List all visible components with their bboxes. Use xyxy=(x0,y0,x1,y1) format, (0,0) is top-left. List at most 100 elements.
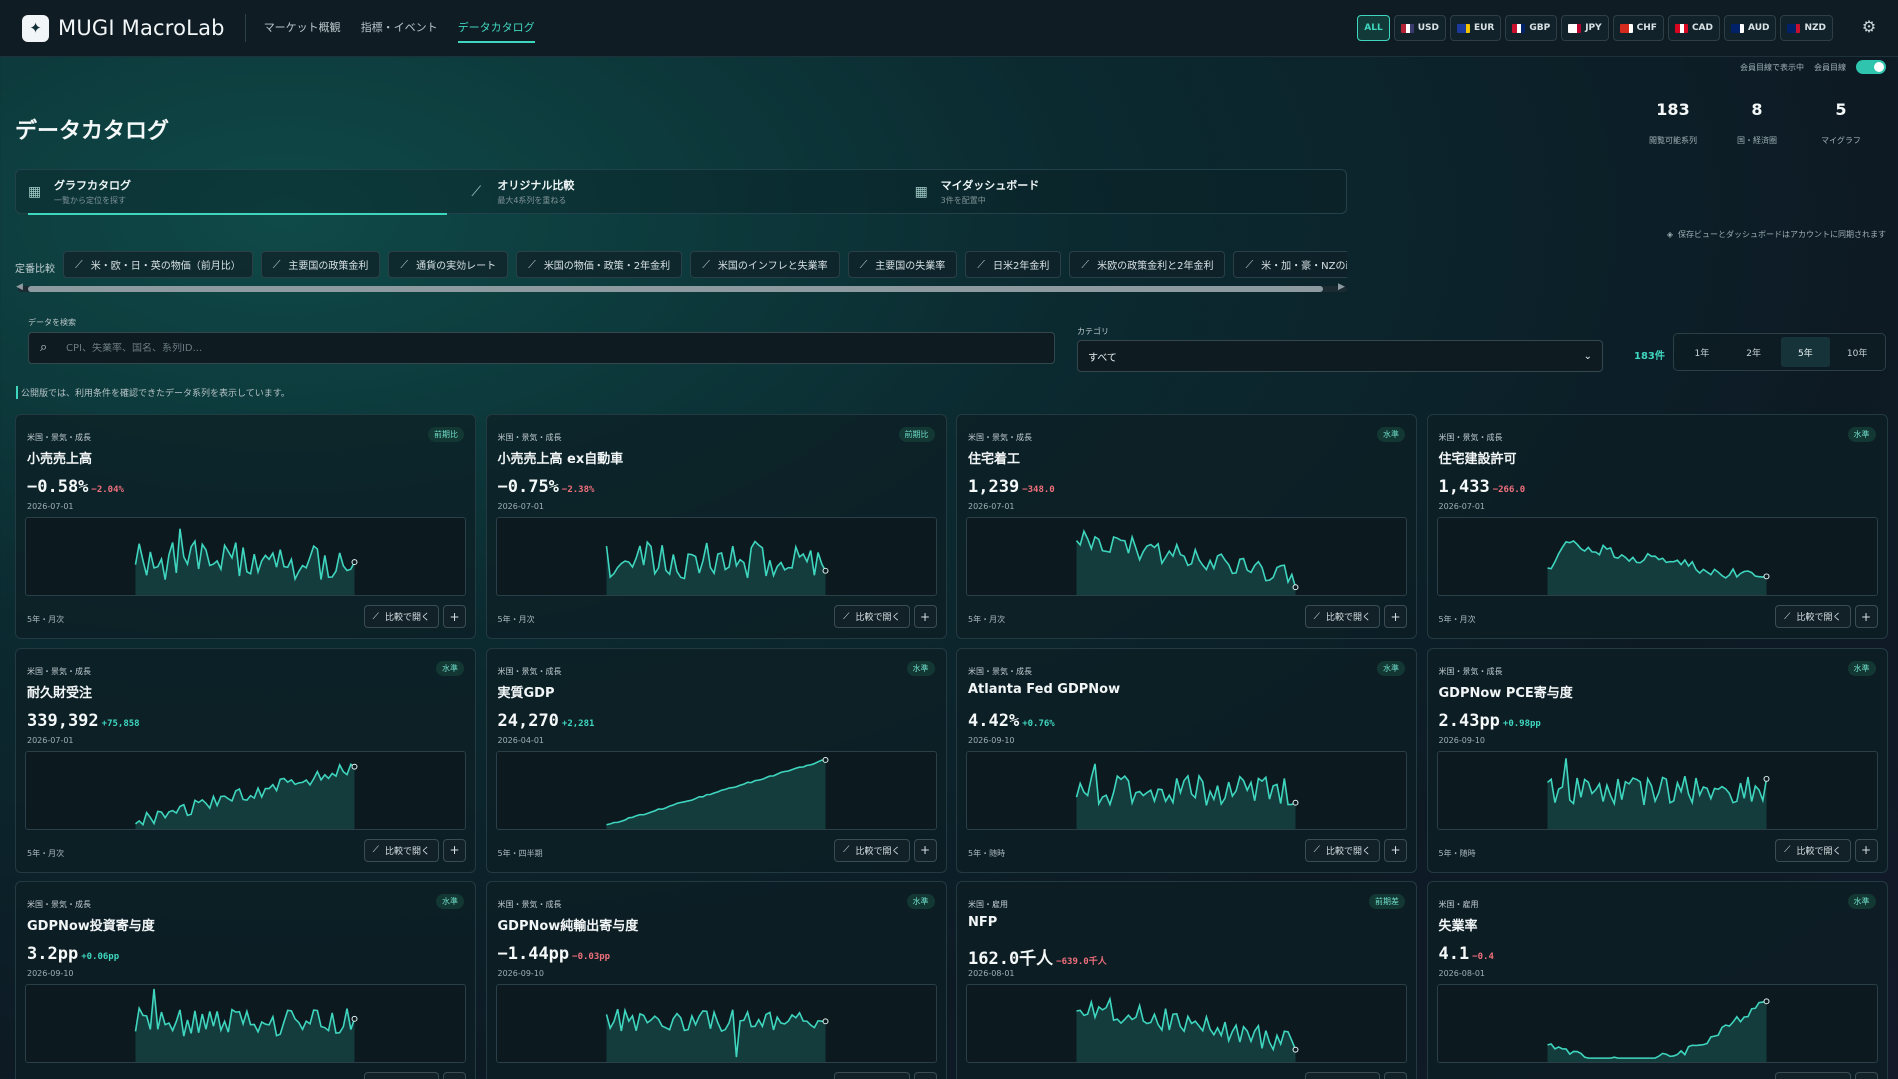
preset-chip[interactable]: ⟋ 主要国の政策金利 xyxy=(260,251,381,278)
sparkline-area xyxy=(1076,998,1296,1062)
preset-chip[interactable]: ⟋ 米国の物価・政策・2年金利 xyxy=(516,251,683,278)
presets-label: 定番比較 xyxy=(15,264,55,275)
search-input[interactable] xyxy=(66,342,1054,354)
currency-nzd-button[interactable]: NZD xyxy=(1780,15,1833,41)
open-compare-button[interactable]: ⟋比較で開く xyxy=(1304,1072,1380,1079)
series-card[interactable]: 米国・景気・成長 前期比 小売売上高 ex自動車 −0.75% −2.38% 2026-0… xyxy=(485,414,947,639)
currency-aud-button[interactable]: AUD xyxy=(1724,15,1777,41)
preset-chip[interactable]: ⟋ 米国のインフレと失業率 xyxy=(690,251,840,278)
add-button[interactable]: + xyxy=(1384,605,1407,628)
card-badge: 水準 xyxy=(436,894,464,909)
sparkline[interactable] xyxy=(25,750,466,830)
scrollbar-thumb[interactable] xyxy=(28,286,1323,292)
sparkline[interactable] xyxy=(966,984,1407,1063)
open-compare-button[interactable]: ⟋比較で開く xyxy=(834,1072,910,1079)
open-compare-button[interactable]: ⟋比較で開く xyxy=(834,605,910,628)
category-select[interactable]: すべて ⌄ xyxy=(1077,340,1603,372)
add-button[interactable]: + xyxy=(913,1072,937,1079)
tab-line-chart[interactable]: ⟋ オリジナル比較 最大4系列を重ねる xyxy=(459,170,902,213)
series-card[interactable]: 米国・景気・成長 水準 住宅建設許可 1,433 −266.0 2026-07-01 5年・… xyxy=(1426,414,1888,639)
scroll-left-icon[interactable]: ◀ xyxy=(16,282,23,292)
preset-scrollbar[interactable] xyxy=(18,286,1347,292)
open-compare-button[interactable]: ⟋比較で開く xyxy=(1304,605,1380,628)
add-button[interactable]: + xyxy=(443,605,466,628)
range-10年-button[interactable]: 10年 xyxy=(1846,348,1868,359)
preset-chip[interactable]: ⟋ 通貨の実効レート xyxy=(388,251,509,278)
sparkline[interactable] xyxy=(495,750,937,830)
card-category: 米国・景気・成長 xyxy=(968,433,1032,442)
add-button[interactable]: + xyxy=(443,1072,466,1079)
stat-number: 5 xyxy=(1835,100,1847,119)
open-compare-button[interactable]: ⟋比較で開く xyxy=(1304,838,1380,862)
currency-cad-button[interactable]: CAD xyxy=(1667,15,1720,41)
add-button[interactable]: + xyxy=(913,838,937,862)
currency-jpy-button[interactable]: JPY xyxy=(1561,15,1609,41)
member-view-toggle[interactable] xyxy=(1856,60,1886,74)
sparkline[interactable] xyxy=(25,984,466,1063)
sparkline-area xyxy=(606,759,826,829)
sparkline[interactable] xyxy=(966,517,1407,596)
preset-chip[interactable]: ⟋ 日米2年金利 xyxy=(965,251,1062,278)
sync-note-text: 保存ビューとダッシュボードはアカウントに同期されます xyxy=(1678,230,1886,239)
result-count: 183件 xyxy=(1634,351,1665,362)
currency-eur-button[interactable]: EUR xyxy=(1449,15,1502,41)
scroll-right-icon[interactable]: ▶ xyxy=(1338,282,1345,292)
nav-item[interactable]: データカタログ xyxy=(457,13,535,43)
tab-dashboard[interactable]: ▦ マイダッシュボード 3件を配置中 xyxy=(903,170,1346,213)
add-button[interactable]: + xyxy=(1384,838,1407,862)
add-button[interactable]: + xyxy=(1854,1072,1878,1079)
currency-chf-button[interactable]: CHF xyxy=(1612,15,1664,41)
series-card[interactable]: 米国・景気・成長 水準 GDPNow投資寄与度 3.2pp +0.06pp 2026-09… xyxy=(15,881,476,1079)
series-card[interactable]: 米国・雇用前期差NFP162.0千人−639.0千人2026-08-015年・月… xyxy=(956,881,1417,1079)
preset-chip[interactable]: ⟋ 主要国の失業率 xyxy=(847,251,958,278)
preset-chip[interactable]: ⟋ 米・欧・日・英の物価（前月比） xyxy=(63,251,253,278)
nav-item[interactable]: マーケット概観 xyxy=(263,21,341,34)
line-chart-icon: ⟋ xyxy=(272,257,281,271)
open-compare-button[interactable]: ⟋比較で開く xyxy=(1775,605,1851,628)
preset-chip[interactable]: ⟋ 米・加・豪・NZの政策 xyxy=(1233,251,1347,278)
series-card[interactable]: 米国・景気・成長 水準 GDPNow PCE寄与度 2.43pp +0.98pp 2026… xyxy=(1426,647,1888,873)
series-card[interactable]: 米国・景気・成長 水準 住宅着工 1,239 −348.0 2026-07-01 5年・月次… xyxy=(956,414,1417,639)
sparkline[interactable] xyxy=(1436,984,1878,1063)
open-compare-button[interactable]: ⟋比較で開く xyxy=(1775,838,1851,862)
add-button[interactable]: + xyxy=(443,838,466,862)
range-2年-button[interactable]: 2年 xyxy=(1746,348,1761,359)
series-card[interactable]: 米国・景気・成長 水準 GDPNow純輸出寄与度 −1.44pp −0.03pp 2026… xyxy=(485,881,947,1079)
currency-all-button[interactable]: ALL xyxy=(1357,15,1390,41)
preset-chip[interactable]: ⟋ 米欧の政策金利と2年金利 xyxy=(1069,251,1226,278)
open-compare-button[interactable]: ⟋比較で開く xyxy=(363,605,439,628)
series-card[interactable]: 米国・景気・成長 水準 耐久財受注 339,392 +75,858 2026-07-01 5… xyxy=(15,647,476,873)
sparkline[interactable] xyxy=(1436,750,1878,830)
card-value-number: 4.42% xyxy=(968,710,1020,731)
sparkline-area xyxy=(1547,757,1767,829)
card-change: +75,858 xyxy=(101,718,140,729)
add-button[interactable]: + xyxy=(913,605,937,628)
series-card[interactable]: 米国・景気・成長 水準 Atlanta Fed GDPNow 4.42% +0.76% 2… xyxy=(956,647,1417,873)
sparkline[interactable] xyxy=(495,517,937,596)
card-change: +0.06pp xyxy=(81,952,120,962)
line-chart-icon: ⟋ xyxy=(400,257,409,271)
sparkline[interactable] xyxy=(1436,517,1878,596)
open-compare-button[interactable]: ⟋比較で開く xyxy=(363,838,439,862)
open-compare-button[interactable]: ⟋比較で開く xyxy=(363,1072,439,1079)
add-button[interactable]: + xyxy=(1854,838,1878,862)
sparkline[interactable] xyxy=(25,517,466,596)
brand[interactable]: ✦ MUGI MacroLab xyxy=(22,14,225,42)
currency-gbp-button[interactable]: GBP xyxy=(1505,15,1558,41)
gear-icon[interactable]: ⚙ xyxy=(1861,17,1877,36)
currency-usd-button[interactable]: USD xyxy=(1393,15,1446,41)
range-1年-button[interactable]: 1年 xyxy=(1694,348,1710,359)
add-button[interactable]: + xyxy=(1854,605,1878,628)
nav-item[interactable]: 指標・イベント xyxy=(360,21,438,34)
tab-grid[interactable]: ▦ グラフカタログ 一覧から定位を探す xyxy=(16,170,459,215)
sparkline[interactable] xyxy=(966,750,1407,830)
range-5年-button[interactable]: 5年 xyxy=(1780,337,1831,367)
card-change: −2.38% xyxy=(561,485,595,495)
open-compare-button[interactable]: ⟋比較で開く xyxy=(1775,1072,1851,1079)
series-card[interactable]: 米国・景気・成長 水準 実質GDP 24,270 +2,281 2026-04-01 5年・… xyxy=(485,647,947,873)
open-compare-button[interactable]: ⟋比較で開く xyxy=(834,838,910,862)
sparkline[interactable] xyxy=(495,984,937,1063)
series-card[interactable]: 米国・景気・成長 前期比 小売売上高 −0.58% −2.04% 2026-07-01 5年… xyxy=(15,414,476,639)
add-button[interactable]: + xyxy=(1384,1072,1407,1079)
